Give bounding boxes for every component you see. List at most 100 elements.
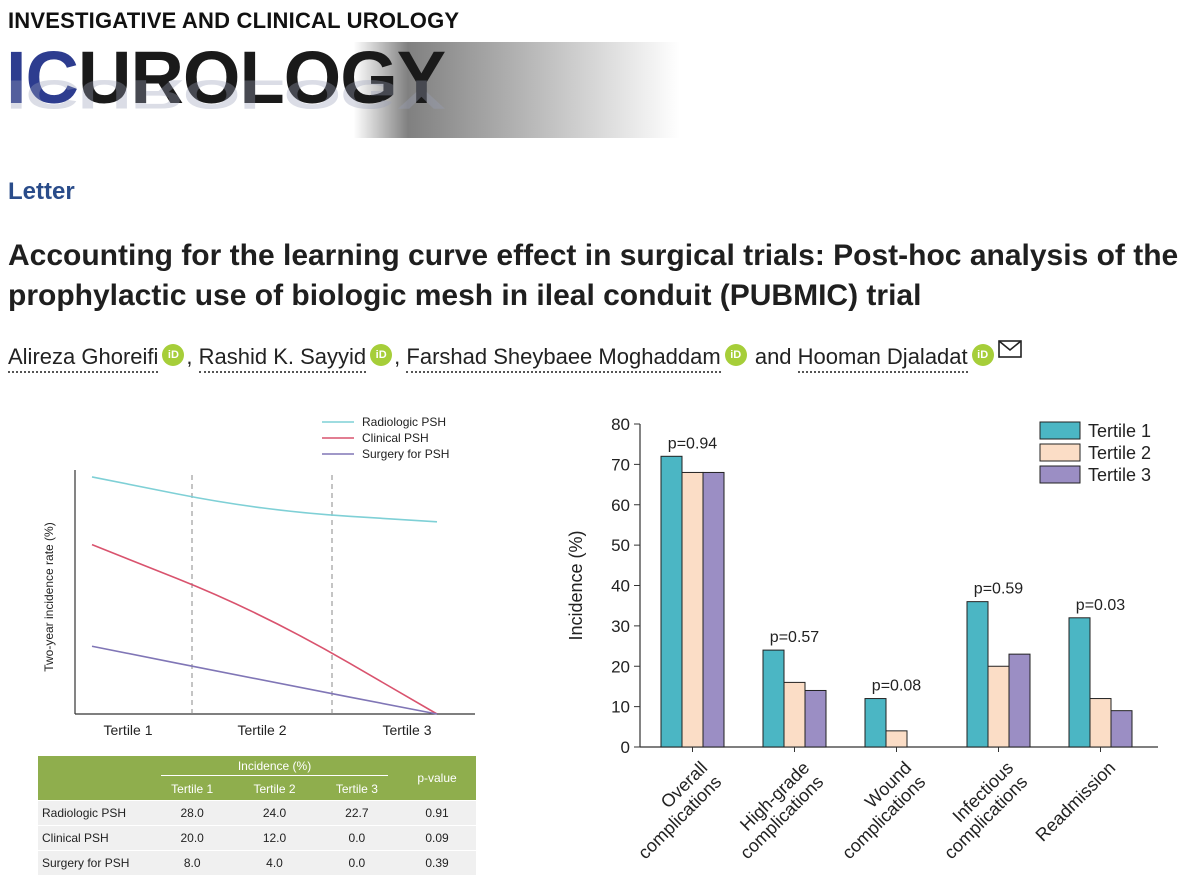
legend-label: Tertile 1	[1088, 421, 1151, 441]
bar	[885, 730, 908, 748]
bar	[660, 455, 683, 748]
bar	[966, 601, 989, 748]
p-value-annotation: p=0.57	[770, 629, 819, 646]
legend-label: Clinical PSH	[362, 431, 429, 445]
bar	[762, 649, 785, 748]
y-tick-label: 60	[611, 496, 630, 515]
bar	[681, 471, 704, 748]
y-tick-label: 70	[611, 455, 630, 474]
y-axis-label: Incidence (%)	[566, 530, 586, 640]
mail-icon[interactable]	[997, 338, 1022, 364]
incidence-table: Incidence (%) p-value Tertile 1 Tertile …	[38, 756, 476, 875]
author-list: Alireza Ghoreifi iD, Rashid K. Sayyid iD, …	[8, 338, 1022, 373]
table-cell: 12.0	[233, 825, 316, 851]
bar	[864, 698, 887, 748]
table-cell: 8.0	[151, 850, 234, 875]
orcid-icon[interactable]: iD	[724, 344, 747, 366]
y-tick-label: 50	[611, 536, 630, 555]
author-link[interactable]: Alireza Ghoreifi	[8, 344, 159, 373]
table-cell: 0.0	[315, 850, 399, 875]
logo-ic: IC	[6, 36, 79, 119]
table-col-header: Tertile 1	[151, 778, 234, 801]
logo-text: ICUROLOGY	[6, 36, 446, 119]
logo-urology: UROLOGY	[78, 36, 446, 119]
y-tick-label: 80	[611, 415, 630, 434]
row-label: Surgery for PSH	[38, 850, 151, 875]
p-value-annotation: p=0.08	[872, 678, 921, 695]
table-cell: 24.0	[233, 800, 316, 826]
orcid-icon[interactable]: iD	[162, 344, 185, 366]
table-cell: 28.0	[151, 800, 234, 826]
legend-label: Radiologic PSH	[362, 415, 446, 429]
legend-swatch	[1039, 465, 1081, 484]
journal-name: INVESTIGATIVE AND CLINICAL UROLOGY	[8, 8, 460, 33]
table-col-header: Tertile 3	[315, 778, 399, 801]
table-row: Clinical PSH 20.0 12.0 0.0 0.09	[38, 825, 476, 851]
line-chart: Two-year incidence rate (%) Tertile 1 Tert…	[42, 415, 475, 738]
table-col-header: Tertile 2	[233, 778, 316, 801]
table-cell: 0.0	[315, 825, 399, 851]
author-separator: ,	[186, 344, 199, 369]
p-value-annotation: p=0.03	[1076, 597, 1125, 614]
bar	[1008, 653, 1031, 748]
x-tick-label: Readmission	[1032, 758, 1120, 846]
table-cell: 22.7	[315, 800, 399, 826]
legend-label: Surgery for PSH	[362, 447, 449, 461]
legend-label: Tertile 2	[1088, 443, 1151, 463]
bar	[783, 681, 806, 748]
y-tick-label: 30	[611, 617, 630, 636]
y-tick-label: 40	[611, 577, 630, 596]
series-line	[91, 645, 438, 715]
orcid-icon[interactable]: iD	[370, 344, 393, 366]
author-link[interactable]: Hooman Djaladat	[797, 344, 968, 373]
table-cell: 0.09	[398, 825, 476, 851]
row-label: Clinical PSH	[38, 825, 151, 851]
journal-logo: ICUROLOGY ICUROLOGY	[0, 38, 700, 158]
logo-gradient-bar	[0, 42, 680, 138]
legend-label: Tertile 3	[1088, 465, 1151, 485]
x-tick-label: Tertile 3	[382, 722, 431, 738]
y-tick-label: 20	[611, 657, 630, 676]
y-tick-label: 0	[621, 738, 630, 757]
table-group-header: Incidence (%)	[151, 756, 399, 778]
author-separator: ,	[394, 344, 407, 369]
table-cell: 0.39	[398, 850, 476, 875]
series-line	[91, 543, 438, 715]
table-cell: 0.91	[398, 800, 476, 826]
author-link[interactable]: Rashid K. Sayyid	[198, 344, 367, 373]
y-tick-label: 10	[611, 698, 630, 717]
bar	[804, 689, 827, 748]
x-tick-label-group: Readmission	[1032, 758, 1120, 846]
series-line	[91, 476, 438, 523]
bar	[987, 665, 1010, 748]
x-tick-label: Tertile 2	[237, 722, 286, 738]
legend-swatch	[1039, 443, 1081, 462]
y-axis-label: Two-year incidence rate (%)	[42, 522, 56, 671]
table-row: Surgery for PSH 8.0 4.0 0.0 0.39	[38, 850, 476, 875]
article-title: Accounting for the learning curve effect…	[8, 239, 1179, 312]
table-cell: 20.0	[151, 825, 234, 851]
table-corner	[38, 756, 151, 801]
bar	[1110, 710, 1133, 748]
table-cell: 4.0	[233, 850, 316, 875]
bar	[1068, 617, 1091, 748]
bar	[1089, 698, 1112, 748]
bar	[702, 471, 725, 748]
logo-reflection: ICUROLOGY	[6, 71, 446, 118]
p-value-annotation: p=0.59	[974, 581, 1023, 598]
article-type: Letter	[8, 178, 75, 205]
table-row: Radiologic PSH 28.0 24.0 22.7 0.91	[38, 800, 476, 826]
bar-chart: 0 10 20 30 40 50 60 70 80 Incidence (%) p=0.94 Over…	[566, 415, 1158, 863]
author-link[interactable]: Farshad Sheybaee Moghaddam	[406, 344, 721, 373]
row-label: Radiologic PSH	[38, 800, 151, 826]
legend-swatch	[1039, 421, 1081, 440]
author-separator: and	[748, 344, 798, 369]
table-pvalue-header: p-value	[398, 756, 476, 801]
orcid-icon[interactable]: iD	[971, 344, 994, 366]
p-value-annotation: p=0.94	[668, 435, 717, 452]
x-tick-label: Tertile 1	[103, 722, 152, 738]
